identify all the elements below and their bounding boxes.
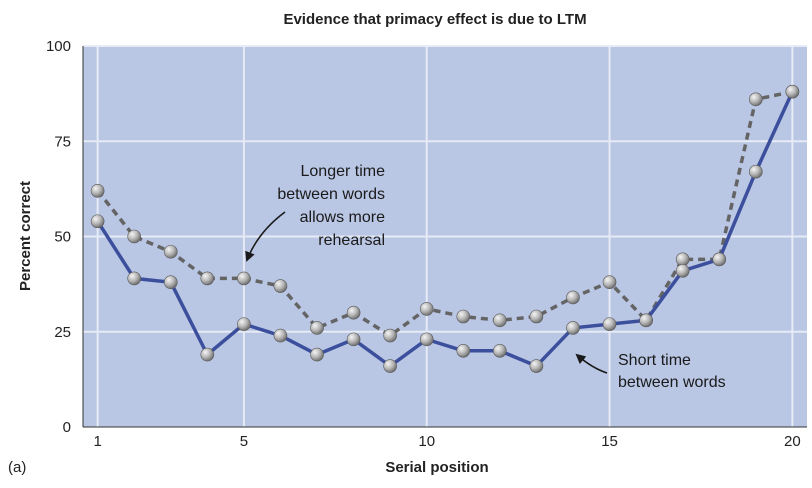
data-point-long [127,229,141,244]
data-point-long [675,252,690,267]
data-point-long [383,328,397,343]
data-point-short [493,343,507,358]
annotation-short: Short time between words [575,352,726,391]
panel-label: (a) [8,459,26,476]
data-point-short [749,164,763,179]
x-tick-label: 20 [784,433,801,450]
data-point-long [200,271,215,286]
y-tick-label: 50 [54,229,71,246]
x-tick-labels: 1 5 10 15 20 [93,433,800,450]
data-point-short [566,321,580,335]
data-point-short [419,332,434,347]
x-tick-label: 10 [418,433,435,450]
data-point-long [749,92,763,107]
data-point-long [310,321,324,335]
data-point-short [602,317,617,331]
data-point-long [566,290,580,305]
data-point-short [456,343,471,358]
annotation-long: Longer time between words allows more rehea… [245,163,385,262]
annotation-arrow-long [245,211,286,262]
chart-title: Evidence that primacy effect is due to L… [283,11,586,28]
series-line-short [96,90,794,368]
data-point-long [456,309,471,324]
y-tick-label: 75 [54,133,71,150]
annotations: Longer time between words allows more rehea… [245,163,726,391]
y-tick-label: 100 [46,38,71,55]
series-short [90,84,800,373]
y-tick-labels: 0 25 50 75 100 [46,38,71,436]
data-point-long [90,183,105,198]
x-tick-label: 5 [240,433,248,450]
data-point-short [200,347,215,362]
data-point-short [639,313,653,328]
y-tick-label: 0 [63,419,71,436]
data-point-long [493,313,507,328]
y-tick-label: 25 [54,324,71,341]
data-point-short [163,275,178,290]
data-point-long [237,271,251,286]
annotation-text-short: Short time between words [618,352,726,391]
data-point-long [163,244,178,259]
data-point-short [310,347,324,362]
data-point-short [675,263,690,278]
x-tick-label: 15 [601,433,618,450]
data-point-short [529,359,544,373]
data-point-short [785,84,800,99]
data-point-short [712,252,727,267]
data-point-short [127,271,141,286]
x-tick-label: 1 [93,433,101,450]
data-point-long [419,302,434,316]
series-layer [90,84,800,373]
grid [83,45,807,427]
data-point-long [273,279,288,293]
annotation-text-long: Longer time between words allows more rehea… [277,163,385,249]
annotation-arrow-short [575,353,608,374]
data-point-short [237,317,251,331]
x-axis-label: Serial position [385,459,488,476]
data-point-long [529,309,544,324]
data-point-short [273,328,288,343]
y-axis-label: Percent correct [17,181,34,291]
data-point-short [90,214,105,229]
data-point-short [346,332,361,347]
data-point-long [602,275,617,290]
data-point-long [346,305,361,320]
data-point-short [383,359,397,373]
